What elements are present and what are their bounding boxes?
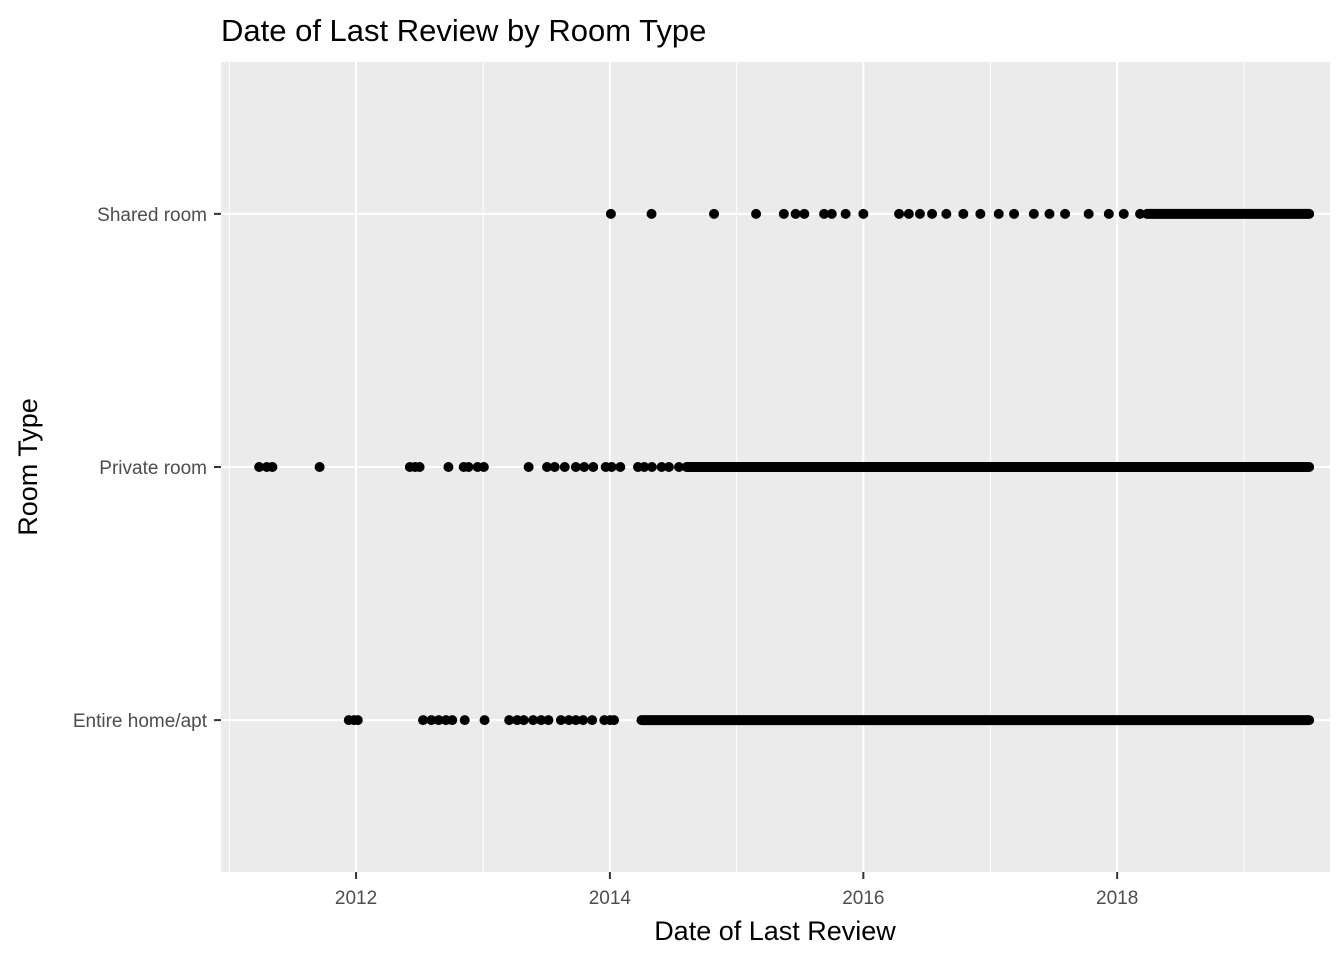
data-point <box>1060 208 1071 219</box>
data-point <box>1083 208 1094 219</box>
data-point <box>528 715 539 726</box>
data-point <box>799 208 810 219</box>
y-tick-label: Entire home/apt <box>73 711 208 732</box>
data-point <box>570 715 581 726</box>
data-point <box>426 715 437 726</box>
data-point <box>1118 208 1129 219</box>
data-point <box>479 715 490 726</box>
data-point <box>543 715 554 726</box>
data-point <box>267 462 278 472</box>
data-point <box>414 462 425 472</box>
x-tick-label: 2016 <box>842 888 884 909</box>
data-point <box>646 462 657 472</box>
data-point <box>504 715 515 726</box>
data-point <box>478 462 489 472</box>
data-point <box>975 208 986 219</box>
data-point <box>927 208 938 219</box>
data-point <box>790 208 801 219</box>
data-point <box>555 715 566 726</box>
y-axis-title: Room Type <box>13 398 43 536</box>
data-point <box>588 462 599 472</box>
data-point <box>579 462 590 472</box>
x-axis-title: Date of Last Review <box>654 916 896 946</box>
data-point <box>606 462 617 472</box>
data-point <box>656 462 667 472</box>
data-point <box>639 462 650 472</box>
data-point <box>549 462 560 472</box>
x-tick-label: 2014 <box>589 888 632 909</box>
data-point <box>903 208 914 219</box>
data-point <box>443 462 454 472</box>
data-point <box>751 208 762 219</box>
x-tick-label: 2012 <box>335 888 377 909</box>
data-point <box>463 462 474 472</box>
data-point <box>605 208 616 219</box>
data-point <box>826 208 837 219</box>
data-point <box>1135 208 1146 219</box>
data-point <box>433 715 444 726</box>
data-point <box>609 715 620 726</box>
y-axis: Entire home/apt Private room Shared room <box>73 205 221 732</box>
dense-points-band <box>681 462 1315 472</box>
data-point <box>709 208 720 219</box>
data-point <box>459 715 470 726</box>
data-point <box>447 715 458 726</box>
data-point <box>418 715 429 726</box>
data-point <box>570 462 581 472</box>
data-point <box>646 208 657 219</box>
data-point <box>941 208 952 219</box>
data-point <box>518 715 529 726</box>
data-point <box>523 462 534 472</box>
data-point <box>587 715 598 726</box>
data-point <box>314 462 325 472</box>
dense-points-band <box>1142 208 1315 219</box>
data-point <box>254 462 265 472</box>
data-point <box>536 715 547 726</box>
dense-points-band <box>636 715 1315 726</box>
x-axis: 2012 2014 2016 2018 <box>335 872 1138 909</box>
data-point <box>563 715 574 726</box>
chart-title: Date of Last Review by Room Type <box>221 13 706 48</box>
x-tick-label: 2018 <box>1096 888 1138 909</box>
data-point <box>578 715 589 726</box>
data-point <box>673 462 684 472</box>
data-point <box>819 208 830 219</box>
data-point <box>1103 208 1114 219</box>
data-point <box>778 208 789 219</box>
data-points <box>254 208 1315 726</box>
data-point <box>840 208 851 219</box>
y-tick-label: Private room <box>99 458 207 479</box>
data-point <box>1009 208 1020 219</box>
data-point <box>958 208 969 219</box>
data-point <box>894 208 905 219</box>
y-tick-label: Shared room <box>97 205 207 226</box>
data-point <box>858 208 869 219</box>
data-point <box>559 462 570 472</box>
data-point <box>1044 208 1055 219</box>
data-point <box>663 462 674 472</box>
data-point <box>615 462 626 472</box>
data-point <box>352 715 363 726</box>
data-point <box>542 462 553 472</box>
data-point <box>1028 208 1039 219</box>
data-point <box>914 208 925 219</box>
data-point <box>993 208 1004 219</box>
